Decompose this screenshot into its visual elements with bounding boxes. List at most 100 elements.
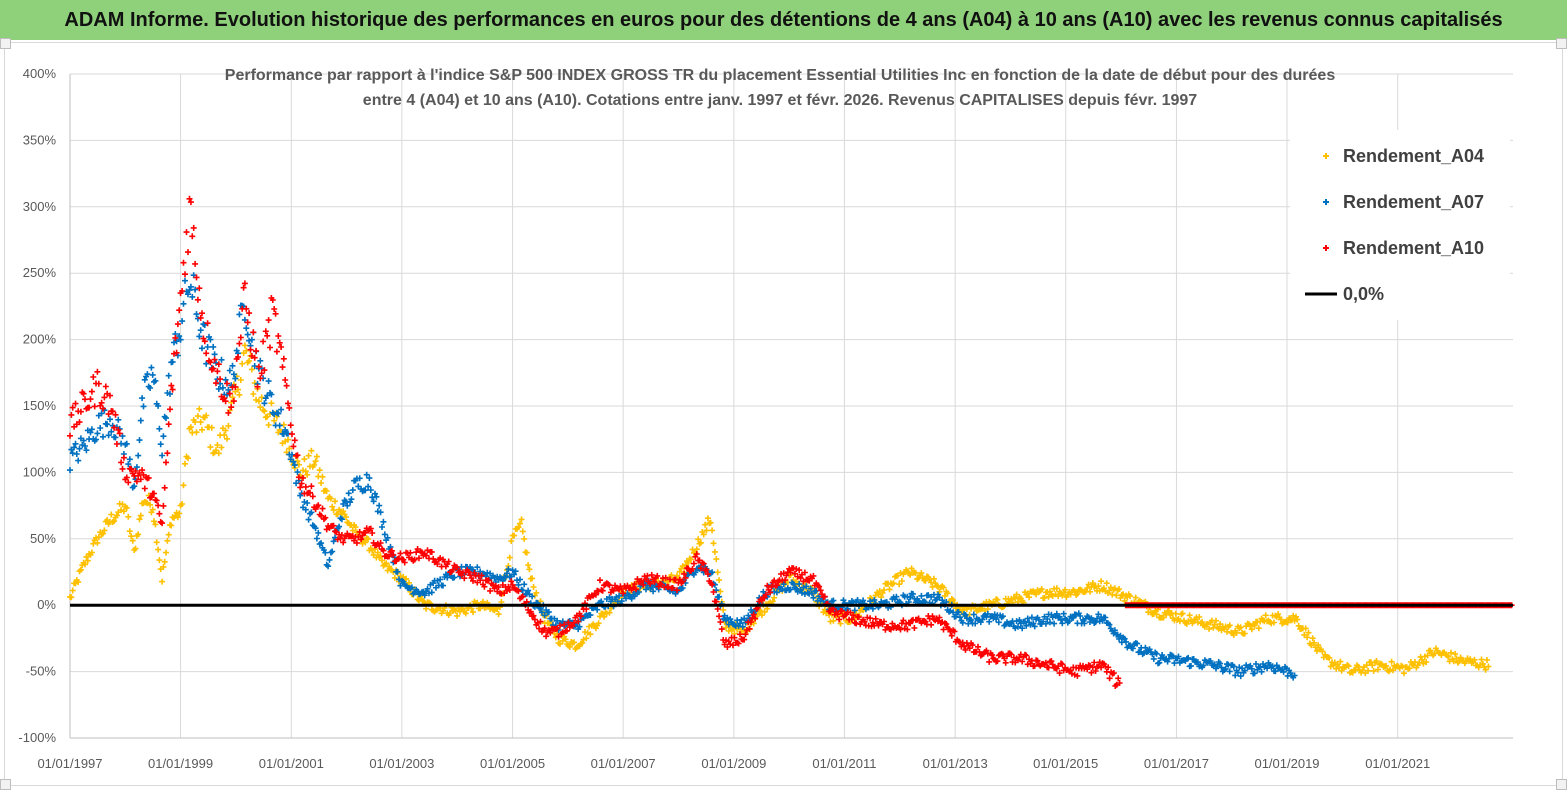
data-point — [773, 582, 780, 589]
data-point — [201, 338, 208, 345]
data-point — [71, 444, 78, 451]
data-point — [177, 336, 184, 343]
data-point — [115, 416, 122, 423]
data-point — [190, 224, 197, 231]
data-point — [519, 593, 526, 600]
data-point — [182, 277, 188, 284]
data-point — [187, 283, 194, 290]
data-point — [711, 548, 718, 555]
data-point — [525, 562, 532, 568]
data-point — [116, 430, 123, 437]
data-point — [597, 577, 603, 584]
data-point — [115, 426, 122, 433]
data-point — [1123, 638, 1129, 645]
data-point — [151, 490, 157, 497]
data-point — [897, 626, 904, 633]
data-point — [304, 500, 311, 506]
data-point — [561, 621, 568, 628]
data-point — [957, 614, 963, 621]
data-point — [199, 426, 205, 433]
data-point — [386, 553, 393, 560]
data-point — [1015, 623, 1021, 630]
resize-handle-top-left[interactable] — [0, 38, 11, 49]
data-point — [594, 606, 601, 613]
data-point — [287, 422, 294, 429]
data-point — [136, 516, 143, 523]
data-point — [702, 521, 709, 528]
report-banner: ADAM Informe. Evolution historique des p… — [0, 0, 1567, 40]
data-point — [307, 489, 313, 496]
data-point — [1337, 658, 1344, 665]
data-point — [105, 432, 112, 439]
data-point — [258, 370, 265, 377]
data-point — [807, 585, 814, 592]
data-point — [1484, 657, 1490, 663]
data-point — [311, 462, 318, 468]
data-point — [69, 587, 76, 594]
series-rendement_a10 — [67, 195, 1123, 689]
data-point — [444, 574, 451, 581]
data-point — [509, 581, 516, 588]
data-point — [940, 584, 947, 591]
data-point — [326, 556, 333, 563]
data-point — [330, 522, 337, 529]
data-point — [215, 450, 222, 457]
data-point — [557, 640, 563, 647]
data-point — [651, 578, 658, 585]
data-point — [273, 348, 280, 355]
data-point — [338, 516, 345, 523]
data-point — [75, 457, 82, 464]
y-tick-label: 300% — [23, 199, 57, 214]
data-point — [380, 547, 387, 554]
data-point — [112, 434, 119, 441]
data-point — [192, 260, 199, 267]
data-point — [260, 338, 267, 345]
data-point — [232, 375, 239, 382]
data-point — [1253, 661, 1259, 667]
data-point — [374, 508, 381, 515]
data-point — [285, 436, 291, 443]
data-point — [1022, 618, 1028, 625]
data-point — [517, 520, 523, 527]
data-point — [688, 556, 695, 563]
data-point — [141, 376, 148, 383]
data-point — [377, 540, 384, 546]
data-point — [1423, 659, 1430, 666]
data-point — [445, 558, 452, 565]
data-point — [704, 515, 711, 522]
data-point — [381, 531, 388, 538]
data-point — [848, 616, 855, 623]
data-point — [197, 327, 204, 334]
data-point — [168, 382, 175, 389]
data-point — [700, 560, 707, 567]
data-point — [408, 584, 415, 591]
data-point — [251, 354, 258, 361]
data-point — [782, 577, 789, 584]
data-point — [101, 394, 108, 401]
points-layer — [67, 195, 1515, 689]
data-point — [689, 566, 696, 572]
data-point — [1016, 617, 1023, 624]
data-point — [283, 382, 290, 389]
data-point — [437, 576, 444, 583]
data-point — [155, 402, 162, 409]
legend-label: Rendement_A10 — [1343, 238, 1484, 258]
x-tick-label: 01/01/2021 — [1365, 756, 1430, 771]
legend-box — [1290, 130, 1510, 320]
data-point — [179, 501, 186, 507]
data-point — [763, 591, 769, 598]
data-point — [904, 626, 911, 633]
data-point — [890, 580, 897, 587]
data-point — [76, 419, 83, 426]
data-point — [176, 510, 183, 517]
data-point — [1302, 625, 1309, 632]
data-point — [340, 508, 347, 515]
data-point — [413, 549, 420, 556]
data-point — [268, 391, 275, 398]
data-point — [290, 458, 297, 465]
data-point — [199, 345, 205, 352]
data-point — [269, 297, 276, 303]
data-point — [318, 540, 325, 547]
data-point — [537, 618, 544, 625]
data-point — [204, 320, 211, 327]
